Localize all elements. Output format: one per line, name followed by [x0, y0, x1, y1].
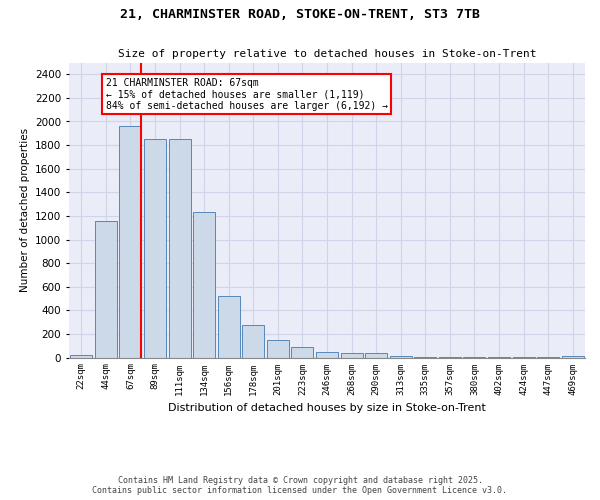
Text: Contains HM Land Registry data © Crown copyright and database right 2025.
Contai: Contains HM Land Registry data © Crown c…	[92, 476, 508, 495]
Bar	[439, 357, 461, 358]
Bar	[218, 296, 240, 358]
Bar	[414, 357, 436, 358]
Bar	[144, 138, 166, 358]
Bar	[316, 352, 338, 358]
Bar	[292, 347, 313, 358]
Bar	[389, 356, 412, 358]
Bar	[242, 325, 265, 358]
Bar	[562, 356, 584, 358]
Title: Size of property relative to detached houses in Stoke-on-Trent: Size of property relative to detached ho…	[118, 49, 536, 59]
Bar	[193, 212, 215, 358]
Bar	[267, 340, 289, 357]
Bar	[341, 353, 362, 358]
Bar	[95, 220, 117, 358]
Text: 21, CHARMINSTER ROAD, STOKE-ON-TRENT, ST3 7TB: 21, CHARMINSTER ROAD, STOKE-ON-TRENT, ST…	[120, 8, 480, 20]
Bar	[463, 357, 485, 358]
Bar	[70, 354, 92, 358]
Y-axis label: Number of detached properties: Number of detached properties	[20, 128, 29, 292]
Text: 21 CHARMINSTER ROAD: 67sqm
← 15% of detached houses are smaller (1,119)
84% of s: 21 CHARMINSTER ROAD: 67sqm ← 15% of deta…	[106, 78, 388, 111]
Bar	[119, 126, 142, 358]
Bar	[365, 353, 387, 358]
Bar	[169, 138, 191, 358]
X-axis label: Distribution of detached houses by size in Stoke-on-Trent: Distribution of detached houses by size …	[168, 403, 486, 413]
